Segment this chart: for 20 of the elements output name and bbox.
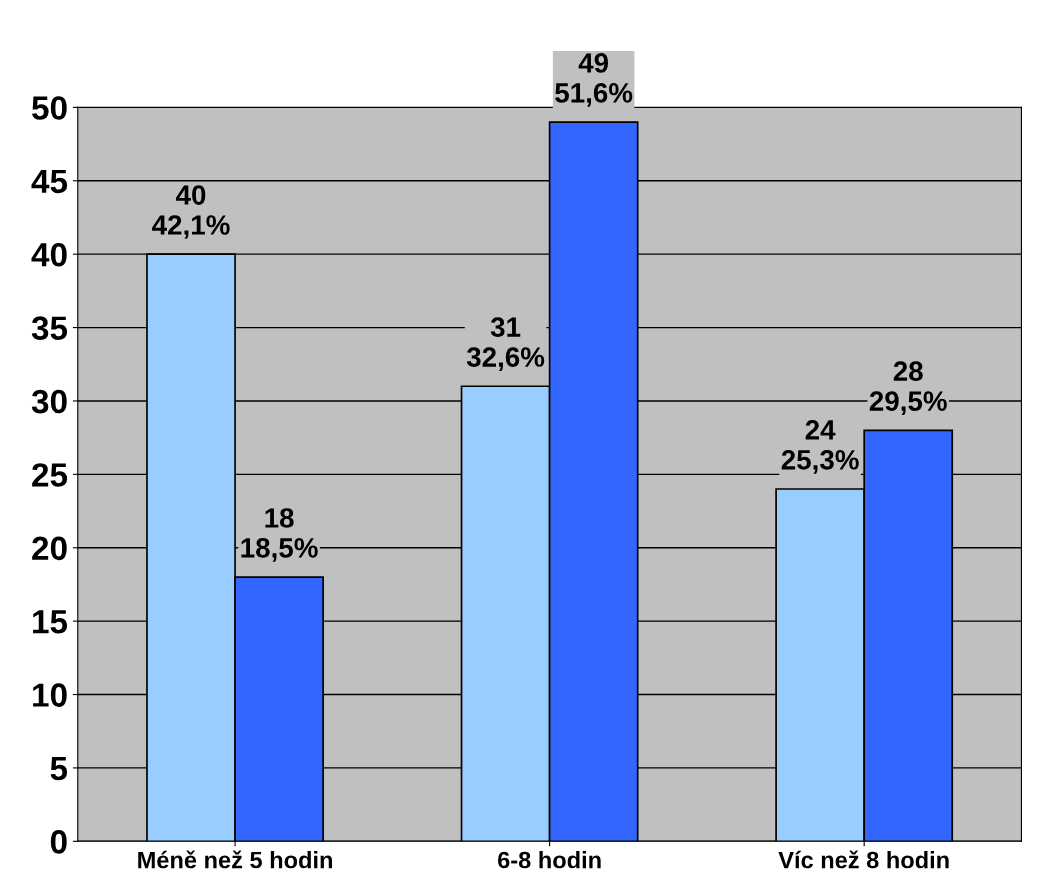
x-tick-label: Méně než 5 hodin bbox=[138, 850, 332, 869]
y-tick-label: 25 bbox=[32, 463, 68, 487]
y-tick-label: 30 bbox=[31, 389, 67, 414]
y-tick-label: 20 bbox=[32, 536, 67, 561]
y-tick-label: 40 bbox=[31, 242, 67, 267]
data-label: 40 42,1% bbox=[152, 185, 230, 239]
y-tick-label: 0 bbox=[50, 830, 67, 854]
y-tick-label: 5 bbox=[50, 757, 68, 781]
y-tick-label: 15 bbox=[33, 610, 68, 634]
x-tick-label: Víc než 8 hodin bbox=[778, 850, 949, 869]
data-label: 49 51,6% bbox=[555, 53, 633, 107]
y-tick-label: 10 bbox=[33, 683, 67, 707]
data-label: 18 18,5% bbox=[241, 508, 318, 562]
y-tick-label: 50 bbox=[32, 96, 67, 120]
data-label: 24 25,3% bbox=[781, 420, 859, 474]
y-tick-label: 45 bbox=[31, 169, 68, 194]
x-tick-label: 6-8 hodin bbox=[498, 851, 601, 869]
data-label: 31 32,6% bbox=[466, 317, 545, 371]
y-tick-label: 35 bbox=[31, 316, 68, 341]
data-label: 28 29,5% bbox=[869, 361, 947, 415]
